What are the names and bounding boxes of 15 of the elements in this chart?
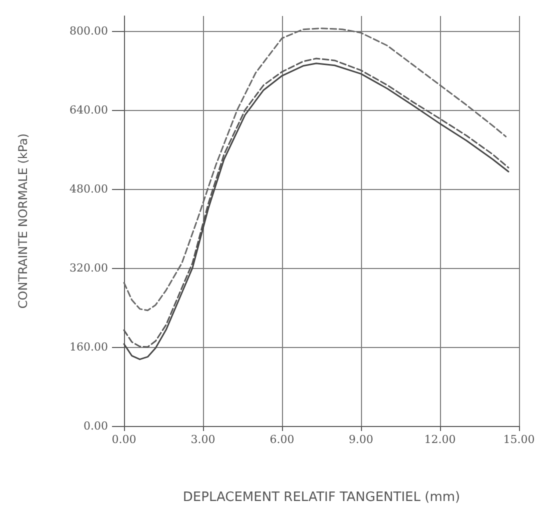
y-tick-label: 480.00 [70, 182, 108, 196]
y-tick-label: 640.00 [70, 103, 108, 116]
x-tick-label: 15.00 [503, 433, 535, 446]
x-tick-label: 6.00 [270, 433, 294, 446]
x-tick-label: 9.00 [348, 433, 374, 446]
line-series [123, 28, 507, 312]
x-tick-label: 12.00 [424, 433, 456, 446]
x-tick-label: 3.00 [190, 433, 216, 446]
y-tick-label: 160.00 [70, 340, 108, 354]
x-tick-label: 0.00 [112, 433, 136, 446]
y-tick-label: 0.00 [84, 420, 108, 432]
y-tick-label: 800.00 [70, 24, 108, 38]
y-axis-title: CONTRAINTE NORMALE (kPa) [16, 133, 30, 309]
y-tick-label: 320.00 [70, 261, 108, 274]
x-axis-title: DEPLACEMENT RELATIF TANGENTIEL (mm) [182, 490, 460, 505]
